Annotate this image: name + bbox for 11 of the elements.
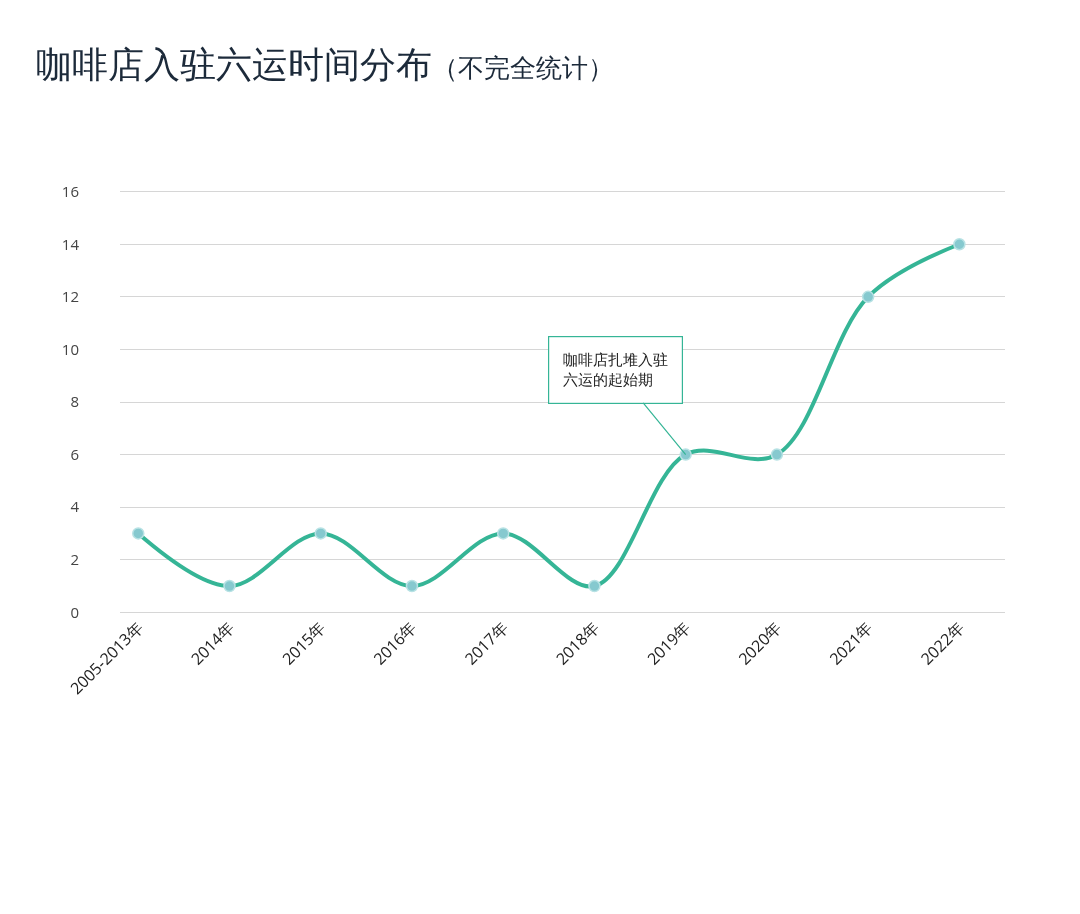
y-tick-label: 10 [61,338,79,359]
y-tick-label: 4 [70,496,80,517]
y-tick-label: 14 [61,233,80,254]
y-tick-label: 12 [61,286,79,307]
y-tick-label: 0 [70,601,79,622]
y-tick-label: 6 [70,443,79,464]
chart-subtitle: （不完全统计） [431,52,614,83]
y-tick-label: 16 [61,180,79,201]
annotation: 咖啡店扎堆入驻六运的起始期 [563,351,669,389]
y-tick-label: 2 [70,548,79,569]
y-tick-label: 8 [70,391,79,412]
